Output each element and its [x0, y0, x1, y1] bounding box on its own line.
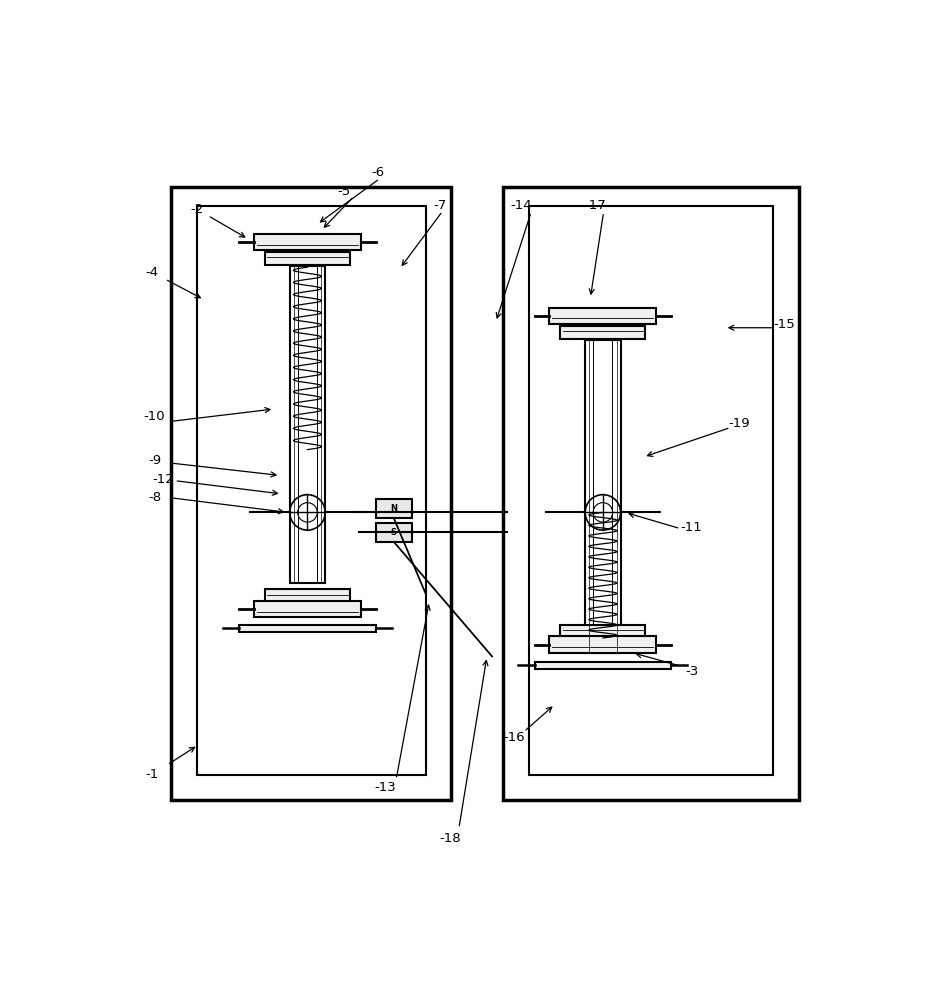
Text: -1: -1 [146, 768, 159, 781]
Text: -8: -8 [148, 491, 161, 504]
Bar [585, 340, 620, 653]
Text: -3: -3 [684, 665, 698, 678]
Text: -14: -14 [510, 199, 532, 212]
Bar [170, 187, 451, 800]
Bar [239, 625, 375, 632]
Bar [265, 252, 349, 265]
Text: -11: -11 [680, 521, 702, 534]
Text: -7: -7 [433, 199, 446, 212]
Bar [253, 234, 361, 250]
Text: -13: -13 [374, 781, 395, 794]
Text: -2: -2 [189, 203, 203, 216]
Bar [593, 340, 612, 653]
Text: -5: -5 [337, 185, 350, 198]
Bar [376, 523, 411, 542]
Text: -4: -4 [146, 266, 159, 279]
Bar [548, 636, 656, 653]
Text: -17: -17 [584, 199, 605, 212]
Text: S: S [390, 528, 396, 537]
Bar [376, 499, 411, 518]
Bar [196, 206, 426, 775]
Text: -12: -12 [152, 473, 174, 486]
Bar [560, 625, 645, 638]
Bar [528, 206, 772, 775]
Bar [534, 662, 670, 669]
Bar [253, 601, 361, 617]
Text: -10: -10 [144, 410, 166, 423]
Text: -18: -18 [439, 832, 461, 845]
Text: N: N [390, 504, 397, 513]
Text: -19: -19 [728, 417, 749, 430]
Text: -9: -9 [148, 454, 161, 467]
Bar [265, 589, 349, 602]
Text: -15: -15 [772, 318, 794, 331]
Text: -16: -16 [503, 731, 525, 744]
Bar [298, 266, 317, 583]
Text: -6: -6 [370, 166, 384, 179]
Bar [560, 326, 645, 339]
Bar [289, 266, 325, 583]
Bar [548, 308, 656, 324]
Bar [503, 187, 798, 800]
